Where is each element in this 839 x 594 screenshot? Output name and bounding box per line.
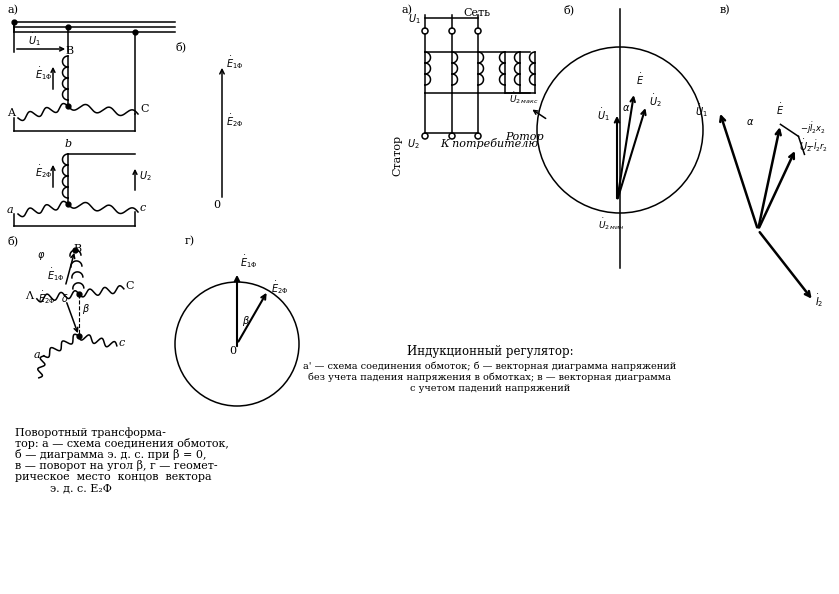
Text: $\dot{E}_{2\Phi}$: $\dot{E}_{2\Phi}$: [271, 279, 289, 296]
Text: A: A: [7, 108, 15, 118]
Text: B: B: [65, 46, 73, 56]
Text: 0: 0: [229, 346, 236, 356]
Text: 0: 0: [213, 200, 220, 210]
Text: $\varphi$: $\varphi$: [37, 250, 45, 262]
Text: $U_2$: $U_2$: [407, 137, 420, 151]
Text: с учетом падений напряжений: с учетом падений напряжений: [410, 384, 571, 393]
Text: $\dot{U}_2$: $\dot{U}_2$: [649, 92, 662, 109]
Text: $-j\dot{I}_2x_2$: $-j\dot{I}_2x_2$: [800, 121, 826, 137]
Text: Сеть: Сеть: [463, 8, 490, 18]
Text: $\beta$: $\beta$: [242, 314, 250, 328]
Text: $\beta$: $\beta$: [82, 302, 90, 316]
Text: Λ: Λ: [25, 291, 33, 301]
Text: $\dot{U}_1$: $\dot{U}_1$: [597, 106, 610, 123]
Text: b: b: [65, 139, 72, 149]
Text: c: c: [119, 338, 125, 348]
Text: $\dot{E}$: $\dot{E}$: [776, 102, 784, 118]
Text: $\dot{U}_{2\,макс}$: $\dot{U}_{2\,макс}$: [509, 90, 539, 106]
Text: $\alpha$: $\alpha$: [746, 117, 754, 127]
Text: рическое  место  концов  вектора: рическое место концов вектора: [15, 472, 211, 482]
Text: $\dot{E}_{1\Phi}$: $\dot{E}_{1\Phi}$: [226, 54, 243, 71]
Text: $\dot{E}_{2\Phi}$: $\dot{E}_{2\Phi}$: [35, 163, 53, 180]
Text: г): г): [185, 236, 195, 246]
Text: а): а): [8, 5, 19, 15]
Text: $\dot{E}_{1\Phi}$: $\dot{E}_{1\Phi}$: [47, 266, 65, 283]
Text: $\alpha$: $\alpha$: [622, 103, 630, 113]
Text: $\dot{E}_{1\Phi}$: $\dot{E}_{1\Phi}$: [240, 253, 258, 270]
Text: $\dot{U}_1$: $\dot{U}_1$: [696, 102, 708, 119]
Text: в): в): [720, 5, 731, 15]
Text: Поворотный трансформа-: Поворотный трансформа-: [15, 427, 166, 438]
Text: $U_1$: $U_1$: [408, 12, 420, 26]
Text: $\dot{E}$: $\dot{E}$: [636, 72, 644, 87]
Text: К потребителю: К потребителю: [440, 138, 538, 149]
Text: $-\dot{I}_2 r_2$: $-\dot{I}_2 r_2$: [806, 138, 829, 154]
Text: $\dot{E}_{2\Phi}$: $\dot{E}_{2\Phi}$: [38, 289, 55, 306]
Text: Ротор: Ротор: [505, 132, 544, 142]
Text: $\dot{U}_{2\,мин}$: $\dot{U}_{2\,мин}$: [598, 217, 624, 232]
Text: a: a: [7, 205, 13, 215]
Text: б): б): [175, 41, 186, 52]
Text: тор: а — схема соединения обмоток,: тор: а — схема соединения обмоток,: [15, 438, 229, 449]
Text: э. д. с. E₂Φ: э. д. с. E₂Φ: [50, 483, 112, 493]
Text: a: a: [34, 350, 40, 360]
Text: C: C: [126, 281, 134, 291]
Text: c: c: [140, 203, 146, 213]
Text: в — поворот на угол β, г — геомет-: в — поворот на угол β, г — геомет-: [15, 460, 217, 471]
Text: $U_2$: $U_2$: [139, 169, 152, 183]
Text: $\dot{E}_{1\Phi}$: $\dot{E}_{1\Phi}$: [35, 65, 53, 82]
Text: $\dot{I}_2$: $\dot{I}_2$: [816, 292, 824, 309]
Text: Индукционный регулятор:: Индукционный регулятор:: [407, 345, 573, 358]
Text: б): б): [563, 4, 574, 15]
Text: C: C: [140, 104, 149, 114]
Text: $\delta$: $\delta$: [61, 292, 68, 304]
Text: б): б): [8, 235, 19, 246]
Text: B: B: [73, 244, 81, 254]
Text: $\dot{E}_{2\Phi}$: $\dot{E}_{2\Phi}$: [226, 112, 243, 129]
Text: $\dot{U}_2$: $\dot{U}_2$: [799, 137, 812, 154]
Text: без учета падения напряжения в обмотках; в — векторная диаграмма: без учета падения напряжения в обмотках;…: [309, 372, 671, 382]
Text: б — диаграмма э. д. с. при β = 0,: б — диаграмма э. д. с. при β = 0,: [15, 449, 206, 460]
Text: а' — схема соединения обмоток; б — векторная диаграмма напряжений: а' — схема соединения обмоток; б — векто…: [304, 362, 676, 371]
Text: $\dot{U}_1$: $\dot{U}_1$: [28, 31, 41, 48]
Text: Статор: Статор: [392, 134, 402, 176]
Text: а): а): [402, 5, 413, 15]
